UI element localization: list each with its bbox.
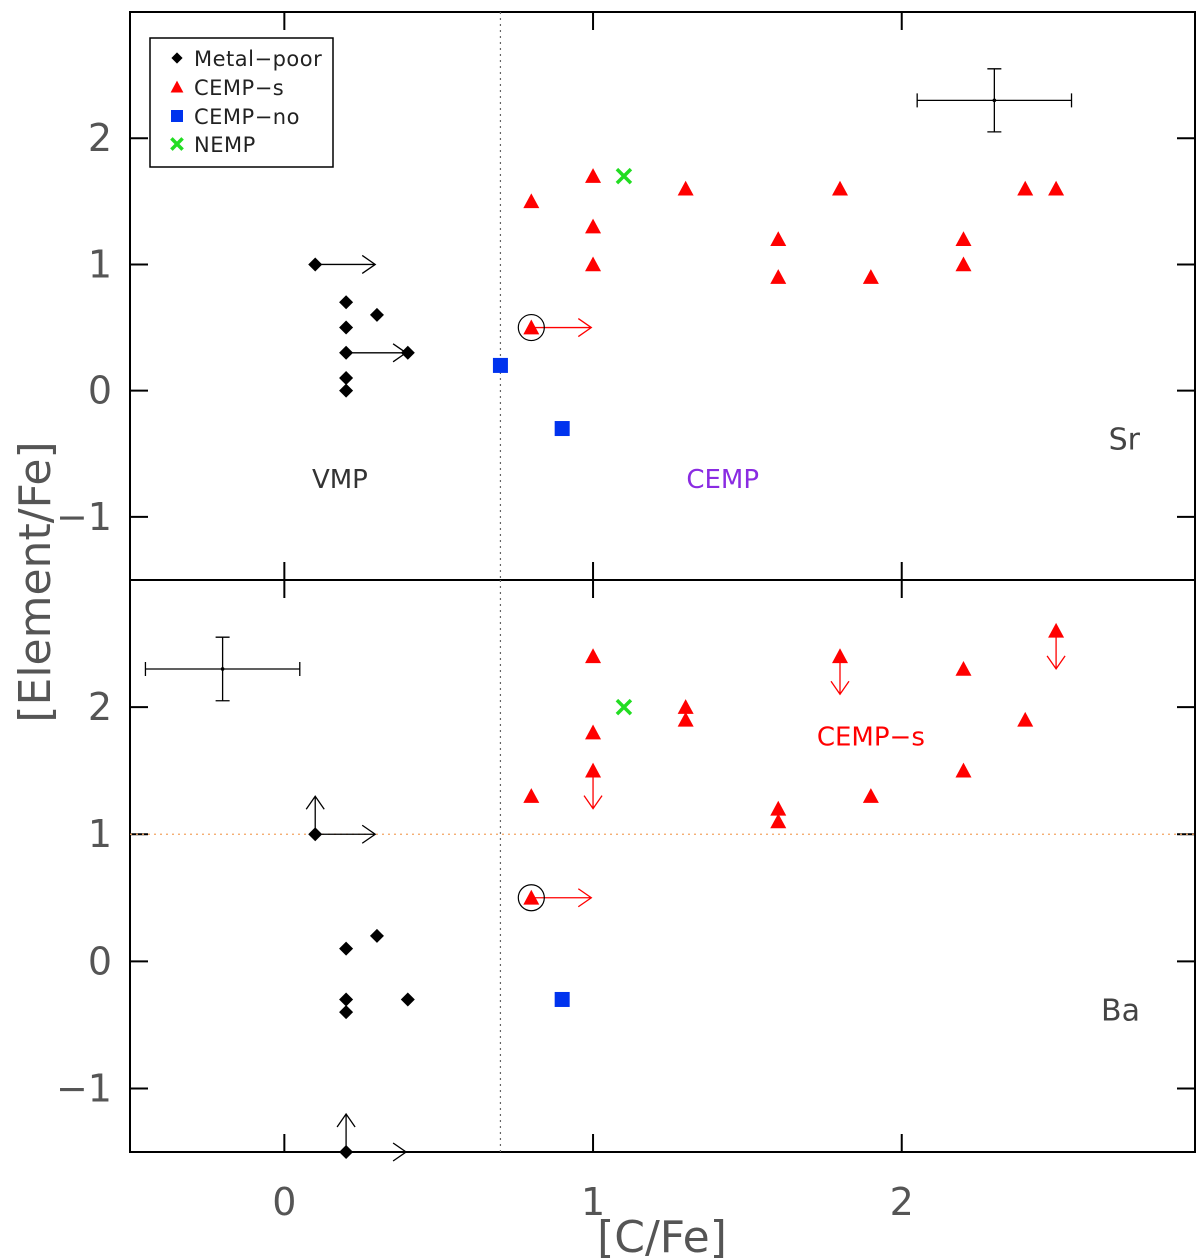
panel-sr-point-cemp-s: [585, 218, 602, 234]
x-tick-label: 0: [272, 1180, 296, 1224]
panel-sr-point-cemp-s: [1048, 180, 1065, 196]
panel-ba-limit-arrow-right: [315, 824, 377, 844]
panel-sr-circled-point: [517, 313, 545, 342]
panel-ba-point-cemp-s: [1017, 711, 1034, 727]
panel-sr-region-label-vmp: VMP: [312, 465, 368, 495]
panel-sr-ytick-label: −1: [56, 495, 112, 539]
panel-sr-point-cemp-s: [677, 180, 694, 196]
panel-ba-limit-arrow-right: [346, 1142, 408, 1162]
panel-sr-point-cemp-s: [862, 269, 879, 284]
panel-sr-point-metal-poor: [339, 295, 354, 310]
panel-sr-limit-arrow-right: [531, 318, 593, 338]
legend-marker-cemp-no: [171, 110, 183, 122]
panel-ba-point-metal-poor: [339, 941, 354, 956]
legend-label-metal-poor: Metal−poor: [194, 47, 322, 71]
chart-frame-layer: −1 0 1 2 −1 0 1 2 0 1 2: [56, 11, 1196, 1224]
panel-ba-point-cemp-s: [1048, 622, 1065, 638]
panel-sr-ytick-label: 2: [88, 116, 112, 160]
legend-marker-cemp-s: [170, 80, 184, 93]
panel-ba-point-metal-poor: [339, 992, 354, 1007]
panel-sr-point-cemp-s: [955, 256, 972, 272]
panel-sr-point-cemp-s: [770, 231, 787, 246]
chart-marks-layer: VMP CEMP Sr CEMP−s Ba: [144, 68, 1141, 1162]
panel-ba-point-cemp-s: [677, 699, 694, 714]
panel-ba-point-metal-poor: [308, 827, 323, 842]
panel-ba-point-nemp: [615, 698, 633, 716]
panel-ba-point-cemp-s: [523, 889, 540, 905]
panel-ba-point-cemp-s: [585, 762, 602, 778]
panel-ba-point-cemp-s: [955, 762, 972, 778]
panel-ba-circled-point: [517, 884, 545, 912]
panel-sr-point-nemp: [615, 167, 633, 185]
panel-sr-point-metal-poor: [308, 257, 323, 272]
y-axis-label: [Element/Fe]: [10, 441, 61, 722]
panel-sr-point-metal-poor: [400, 345, 415, 360]
panel-ba-region-label-cemp-s: CEMP−s: [817, 722, 925, 752]
panel-ba-frame: [129, 579, 1196, 1153]
panel-sr-point-metal-poor: [339, 345, 354, 360]
panel-sr-point-metal-poor: [339, 320, 354, 335]
panel-sr-point-cemp-s: [523, 193, 540, 209]
x-tick-label: 2: [890, 1180, 914, 1224]
x-axis-label: [C/Fe]: [597, 1212, 727, 1260]
panel-sr-element-label: Sr: [1109, 422, 1141, 457]
panel-sr-limit-arrow-right: [315, 254, 377, 274]
panel-ba-point-metal-poor: [400, 992, 415, 1007]
legend-label-nemp: NEMP: [194, 133, 256, 157]
panel-ba-point-cemp-s: [862, 788, 879, 803]
legend: Metal−poor CEMP−s CEMP−no NEMP: [149, 37, 334, 168]
panel-sr-region-label-cemp: CEMP: [686, 465, 759, 495]
panel-sr-ytick-label: 1: [88, 242, 112, 286]
panel-ba-ytick-label: −1: [56, 1066, 112, 1110]
panel-ba-ytick-label: 2: [88, 685, 112, 729]
panel-sr-point-metal-poor: [339, 371, 354, 386]
x-tick-label: 1: [581, 1180, 605, 1224]
panel-ba-point-cemp-s: [585, 724, 602, 740]
panel-sr-point-cemp-s: [1017, 180, 1034, 196]
panel-ba-point-cemp-s: [770, 813, 787, 829]
panel-sr-point-cemp-no: [554, 421, 570, 437]
legend-label-cemp-no: CEMP−no: [194, 105, 300, 129]
panel-ba-point-metal-poor: [339, 1005, 354, 1020]
panel-ba-point-cemp-s: [770, 800, 787, 816]
panel-sr-limit-arrow-right: [346, 343, 408, 363]
panel-ba-ytick-label: 0: [88, 939, 112, 983]
panel-ba-point-metal-poor: [339, 1145, 354, 1159]
legend-marker-metal-poor: [171, 52, 183, 64]
panel-sr-point-cemp-s: [585, 168, 602, 183]
legend-label-cemp-s: CEMP−s: [194, 76, 284, 100]
panel-sr-point-cemp-s: [770, 269, 787, 284]
panel-ba-point-cemp-s: [832, 648, 848, 664]
panel-sr-point-cemp-s: [585, 256, 602, 272]
panel-ba-point-cemp-no: [554, 991, 570, 1007]
panel-sr-point-metal-poor: [339, 383, 354, 398]
panel-sr-point-cemp-no: [492, 357, 508, 373]
panel-ba-point-cemp-s: [955, 660, 972, 676]
panel-ba-point-cemp-s: [677, 711, 694, 727]
panel-sr-point-cemp-s: [832, 180, 848, 196]
panel-sr-point-metal-poor: [369, 307, 384, 322]
panel-sr-point-cemp-s: [523, 319, 540, 335]
panel-ba-point-cemp-s: [523, 788, 540, 803]
panel-ba-limit-arrow-right: [531, 888, 593, 908]
panel-sr-ytick-label: 0: [88, 369, 112, 413]
panel-ba-ytick-label: 1: [88, 812, 112, 856]
panel-ba-error-bar-center: [220, 667, 225, 671]
panel-ba-point-metal-poor: [369, 928, 384, 943]
panel-sr-point-cemp-s: [955, 231, 972, 246]
panel-ba-element-label: Ba: [1101, 993, 1140, 1028]
panel-ba-point-cemp-s: [585, 648, 602, 664]
legend-marker-nemp: [170, 137, 184, 151]
panel-sr-error-bar-center: [992, 98, 997, 103]
